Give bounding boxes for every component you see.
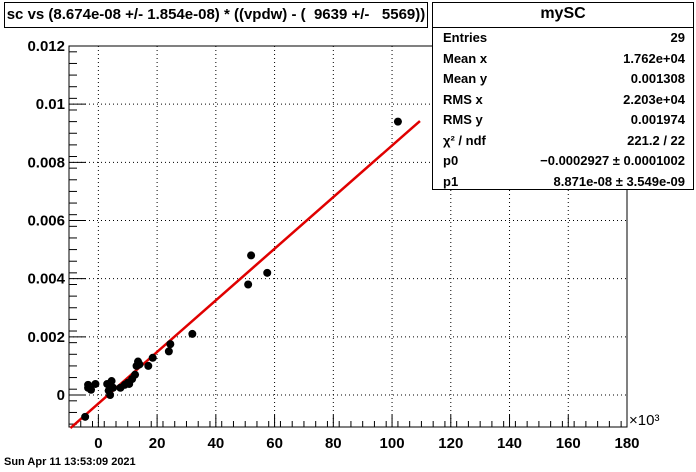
stats-value: 1.762e+04 — [623, 50, 685, 66]
plot-frame — [68, 45, 628, 428]
stats-row-chi2: χ² / ndf 221.2 / 22 — [433, 131, 693, 152]
y-tick-label: 0.012 — [27, 38, 65, 55]
tick-labels: 0 20 40 60 80 100 120 140 160 180 0 0.002 0.004 0.006… — [27, 38, 639, 452]
x-tick-label: 40 — [207, 435, 224, 452]
data-point — [107, 377, 116, 386]
stats-key: RMS x — [443, 91, 483, 107]
data-point — [393, 117, 402, 126]
x-tick-label: 60 — [266, 435, 283, 452]
data-point — [244, 280, 253, 289]
stats-key: p0 — [443, 153, 459, 168]
chart-title: sc vs (8.674e-08 +/- 1.854e-08) * ((vpdw… — [4, 2, 428, 28]
data-point — [164, 347, 173, 356]
stats-row-entries: Entries 29 — [433, 28, 693, 49]
y-tick-label: 0.01 — [36, 96, 65, 113]
stats-box: mySC Entries 29 Mean x 1.762e+04 Mean y … — [432, 2, 694, 190]
data-point — [87, 385, 96, 394]
stats-row-rms-y: RMS y 0.001974 — [433, 110, 693, 131]
stats-value: 0.001974 — [630, 112, 685, 127]
data-point — [166, 340, 175, 349]
stats-value: 0.001308 — [630, 71, 685, 86]
stats-key: Entries — [443, 30, 488, 45]
stats-title: mySC — [433, 3, 693, 28]
stats-value: −0.0002927 ± 0.0001002 — [540, 153, 685, 168]
data-points — [81, 117, 402, 421]
x-tick-label: 0 — [94, 435, 102, 452]
x-tick-label: 80 — [325, 435, 342, 452]
stats-value: 29 — [670, 30, 685, 45]
data-point — [135, 360, 144, 369]
stats-key: Mean x — [443, 50, 488, 66]
data-point — [247, 251, 256, 260]
stats-row-p0: p0 −0.0002927 ± 0.0001002 — [433, 151, 693, 172]
x-tick-label: 160 — [556, 435, 581, 452]
data-point — [81, 412, 90, 421]
stats-key: RMS y — [443, 112, 483, 127]
stats-key: p1 — [443, 173, 459, 189]
data-point — [109, 383, 118, 392]
stats-value: 2.203e+04 — [623, 91, 685, 107]
stats-value: 8.871e-08 ± 3.549e-09 — [553, 173, 685, 189]
y-tick-label: 0.004 — [27, 271, 65, 288]
stats-row-rms-x: RMS x 2.203e+04 — [433, 90, 693, 111]
data-point — [148, 353, 157, 362]
x-tick-label: 100 — [380, 435, 405, 452]
x-tick-label: 20 — [149, 435, 166, 452]
x-tick-label: 120 — [438, 435, 463, 452]
data-point — [144, 361, 153, 370]
y-tick-label: 0.006 — [27, 213, 65, 230]
data-point — [131, 370, 140, 379]
data-point — [263, 268, 272, 277]
stats-row-mean-x: Mean x 1.762e+04 — [433, 49, 693, 70]
stats-key: χ² / ndf — [443, 132, 486, 148]
x-tick-label: 140 — [497, 435, 522, 452]
stats-value: 221.2 / 22 — [627, 132, 685, 148]
x-exponent-label: ×10³ — [629, 412, 659, 429]
fit-line — [69, 120, 421, 429]
y-tick-label: 0.008 — [27, 154, 65, 171]
stats-key: Mean y — [443, 71, 488, 86]
y-tick-label: 0 — [57, 387, 65, 404]
timestamp: Sun Apr 11 13:53:09 2021 — [4, 456, 136, 468]
x-tick-label: 180 — [614, 435, 639, 452]
data-point — [106, 391, 115, 400]
axis-ticks — [68, 45, 628, 427]
data-point — [91, 379, 100, 388]
stats-row-p1: p1 8.871e-08 ± 3.549e-09 — [433, 172, 693, 193]
stats-row-mean-y: Mean y 0.001308 — [433, 69, 693, 90]
data-point — [188, 329, 197, 338]
y-tick-label: 0.002 — [27, 329, 65, 346]
